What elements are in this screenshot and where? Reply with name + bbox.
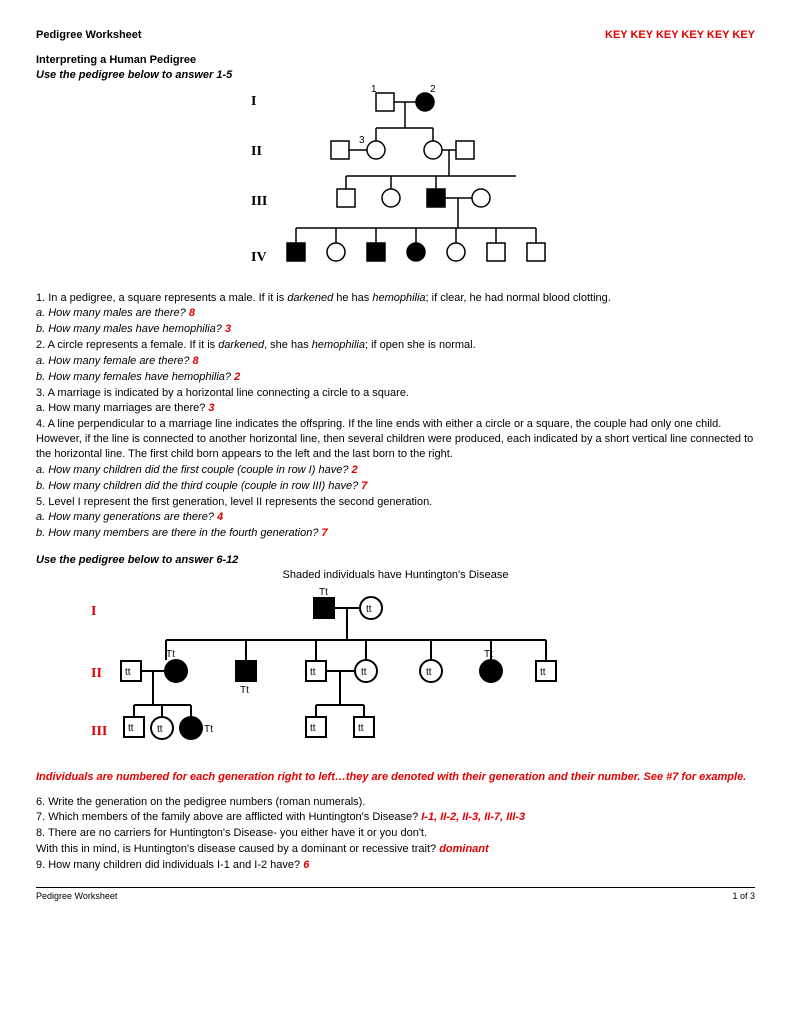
question-2a: a. How many female are there? 8 (36, 354, 755, 369)
answer-2a: 8 (193, 355, 199, 367)
svg-text:I: I (251, 94, 256, 109)
svg-text:III: III (251, 194, 267, 209)
answer-7: I-1, II-2, II-3, II-7, III-3 (421, 811, 525, 823)
question-8a: With this in mind, is Huntington's disea… (36, 842, 755, 857)
question-9: 9. How many children did individuals I-1… (36, 858, 755, 873)
svg-text:IV: IV (251, 250, 267, 265)
pedigree-chart-1: I II III IV 1 2 3 (236, 83, 755, 283)
svg-text:I: I (91, 604, 96, 619)
footer-left: Pedigree Worksheet (36, 890, 117, 902)
answer-4b: 7 (361, 480, 367, 492)
svg-text:tt: tt (310, 667, 316, 678)
question-4: 4. A line perpendicular to a marriage li… (36, 417, 755, 462)
page-title: Pedigree Worksheet (36, 28, 142, 43)
question-1a: a. How many males are there? 8 (36, 306, 755, 321)
svg-text:tt: tt (540, 667, 546, 678)
question-5a: a. How many generations are there? 4 (36, 510, 755, 525)
answer-9: 6 (303, 859, 309, 871)
numbering-note: Individuals are numbered for each genera… (36, 770, 755, 785)
answer-3a: 3 (208, 402, 214, 414)
question-2: 2. A circle represents a female. If it i… (36, 338, 755, 353)
question-3: 3. A marriage is indicated by a horizont… (36, 386, 755, 401)
svg-text:tt: tt (310, 723, 316, 734)
chart-2-caption: Shaded individuals have Huntington's Dis… (36, 568, 755, 583)
instruction-2: Use the pedigree below to answer 6-12 (36, 553, 755, 568)
svg-text:II: II (251, 144, 262, 159)
svg-text:Tt: Tt (240, 685, 249, 696)
svg-text:tt: tt (128, 723, 134, 734)
answer-2b: 2 (234, 371, 240, 383)
question-8: 8. There are no carriers for Huntington'… (36, 826, 755, 841)
answer-5a: 4 (217, 511, 223, 523)
question-1: 1. In a pedigree, a square represents a … (36, 291, 755, 306)
svg-text:II: II (91, 666, 102, 681)
question-7: 7. Which members of the family above are… (36, 810, 755, 825)
svg-text:3: 3 (359, 135, 365, 146)
svg-text:Tt: Tt (204, 724, 213, 735)
instruction-1: Use the pedigree below to answer 1-5 (36, 68, 236, 83)
question-4a: a. How many children did the first coupl… (36, 463, 755, 478)
pedigree-chart-2: I II III Tt tt tt Tt tt tt Tt Tt (36, 585, 755, 760)
answer-4a: 2 (352, 464, 358, 476)
svg-text:tt: tt (358, 723, 364, 734)
svg-text:tt: tt (125, 667, 131, 678)
answer-1b: 3 (225, 323, 231, 335)
svg-text:tt: tt (361, 667, 367, 678)
svg-text:tt: tt (426, 667, 432, 678)
question-3a: a. How many marriages are there? 3 (36, 401, 755, 416)
answer-1a: 8 (189, 307, 195, 319)
svg-text:2: 2 (430, 84, 436, 95)
footer-right: 1 of 3 (732, 890, 755, 902)
svg-text:Tt: Tt (166, 649, 175, 660)
svg-text:1: 1 (371, 84, 377, 95)
svg-text:Tt: Tt (319, 587, 328, 598)
svg-text:tt: tt (366, 604, 372, 615)
svg-text:III: III (91, 724, 107, 739)
answer-8a: dominant (439, 843, 489, 855)
key-label: KEY KEY KEY KEY KEY KEY (605, 28, 755, 43)
question-5b: b. How many members are there in the fou… (36, 526, 755, 541)
question-6: 6. Write the generation on the pedigree … (36, 795, 755, 810)
answer-5b: 7 (322, 527, 328, 539)
question-4b: b. How many children did the third coupl… (36, 479, 755, 494)
section-heading-1: Interpreting a Human Pedigree (36, 53, 236, 68)
svg-text:Tt: Tt (484, 649, 493, 660)
question-2b: b. How many females have hemophilia? 2 (36, 370, 755, 385)
question-5: 5. Level I represent the first generatio… (36, 495, 755, 510)
question-1b: b. How many males have hemophilia? 3 (36, 322, 755, 337)
svg-text:tt: tt (157, 724, 163, 735)
